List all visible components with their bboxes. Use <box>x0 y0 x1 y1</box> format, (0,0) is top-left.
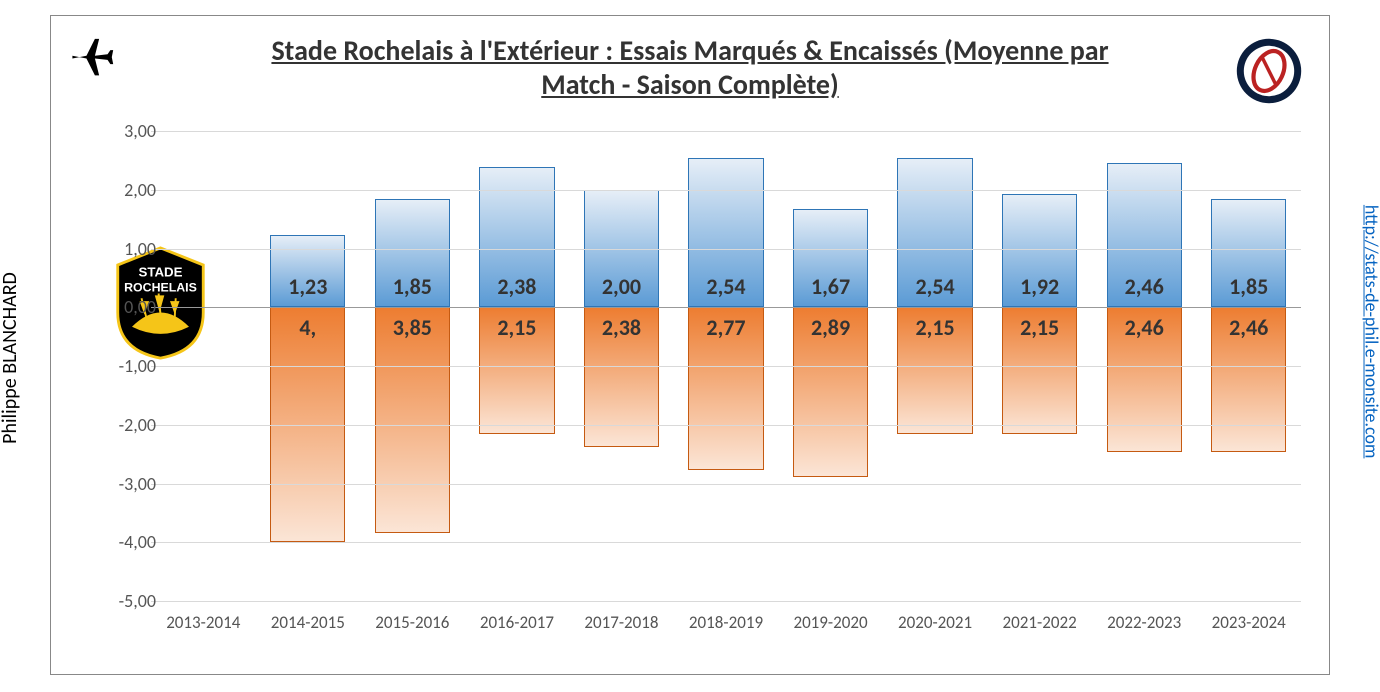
grid-line <box>151 542 1301 543</box>
title-line-1: Stade Rochelais à l'Extérieur : Essais M… <box>271 33 1108 68</box>
y-axis-tick: 1,00 <box>101 238 156 260</box>
bar-scored-label: 1,85 <box>1212 273 1285 300</box>
grid-line <box>151 366 1301 367</box>
bar-conceded-label: 2,15 <box>1003 314 1076 341</box>
bar-conceded-label: 2,15 <box>480 314 553 341</box>
grid-line <box>151 131 1301 132</box>
chart-area: 1,23 4, 1,85 3,85 2,38 2,15 2,00 2,38 2,54 2,77 1,… <box>86 121 1316 641</box>
bar-conceded-label: 2,46 <box>1108 314 1181 341</box>
bar-conceded-label: 2,46 <box>1212 314 1285 341</box>
bar-conceded-label: 2,15 <box>898 314 971 341</box>
bar-conceded: 2,15 <box>1002 307 1077 433</box>
bar-conceded: 2,46 <box>1107 307 1182 452</box>
bar-scored: 2,54 <box>897 158 972 307</box>
bar-scored: 2,38 <box>479 167 554 307</box>
y-axis-tick: -5,00 <box>101 590 156 612</box>
x-axis-category: 2020-2021 <box>883 612 988 633</box>
x-axis-category: 2013-2014 <box>151 612 256 633</box>
bar-scored: 1,92 <box>1002 194 1077 307</box>
bar-conceded-label: 2,77 <box>689 314 762 341</box>
x-axis-category: 2021-2022 <box>987 612 1092 633</box>
bar-scored: 1,67 <box>793 209 868 307</box>
grid-line <box>151 190 1301 191</box>
y-axis-tick: -1,00 <box>101 355 156 377</box>
bar-scored: 1,85 <box>1211 199 1286 308</box>
bar-conceded-label: 4, <box>271 314 344 341</box>
title-line-2: Match - Saison Complète) <box>541 67 839 102</box>
bar-scored-label: 2,54 <box>898 273 971 300</box>
bar-conceded: 2,15 <box>897 307 972 433</box>
bar-scored-label: 1,67 <box>794 273 867 300</box>
bar-conceded: 2,46 <box>1211 307 1286 452</box>
grid-line <box>151 249 1301 250</box>
bar-scored: 2,54 <box>688 158 763 307</box>
bar-scored-label: 2,54 <box>689 273 762 300</box>
bar-scored-label: 2,46 <box>1108 273 1181 300</box>
plot-area: 1,23 4, 1,85 3,85 2,38 2,15 2,00 2,38 2,54 2,77 1,… <box>151 131 1301 601</box>
bar-conceded-label: 3,85 <box>376 314 449 341</box>
grid-line <box>151 601 1301 602</box>
x-axis-category: 2023-2024 <box>1196 612 1301 633</box>
x-axis-category: 2018-2019 <box>674 612 779 633</box>
x-axis-category: 2022-2023 <box>1092 612 1197 633</box>
x-axis-category: 2019-2020 <box>778 612 883 633</box>
y-axis-tick: -3,00 <box>101 473 156 495</box>
grid-line <box>151 307 1301 308</box>
bar-scored: 2,46 <box>1107 163 1182 308</box>
y-axis-tick: -4,00 <box>101 531 156 553</box>
x-axis-category: 2017-2018 <box>569 612 674 633</box>
bar-scored: 1,85 <box>375 199 450 308</box>
bar-scored: 1,23 <box>270 235 345 307</box>
bar-scored-label: 2,00 <box>585 273 658 300</box>
y-axis-tick: -2,00 <box>101 414 156 436</box>
bar-conceded: 2,15 <box>479 307 554 433</box>
bar-conceded: 2,89 <box>793 307 868 477</box>
x-axis-category: 2014-2015 <box>256 612 361 633</box>
bar-conceded-label: 2,38 <box>585 314 658 341</box>
bar-scored-label: 1,92 <box>1003 273 1076 300</box>
grid-line <box>151 425 1301 426</box>
bar-scored-label: 2,38 <box>480 273 553 300</box>
x-axis-category: 2016-2017 <box>465 612 570 633</box>
y-axis-tick: 3,00 <box>101 120 156 142</box>
bar-scored-label: 1,23 <box>271 273 344 300</box>
chart-title: Stade Rochelais à l'Extérieur : Essais M… <box>51 34 1329 101</box>
y-axis-tick: 0,00 <box>101 296 156 318</box>
x-axis-category: 2015-2016 <box>360 612 465 633</box>
site-link[interactable]: http://stats-de-phil.e-monsite.com <box>1361 205 1380 459</box>
y-axis-tick: 2,00 <box>101 179 156 201</box>
bar-scored-label: 1,85 <box>376 273 449 300</box>
chart-frame: Stade Rochelais à l'Extérieur : Essais M… <box>50 15 1330 675</box>
bar-conceded: 2,77 <box>688 307 763 470</box>
author-label: Philippe BLANCHARD <box>0 272 22 444</box>
grid-line <box>151 484 1301 485</box>
bar-conceded-label: 2,89 <box>794 314 867 341</box>
bar-conceded: 3,85 <box>375 307 450 533</box>
bar-conceded: 2,38 <box>584 307 659 447</box>
